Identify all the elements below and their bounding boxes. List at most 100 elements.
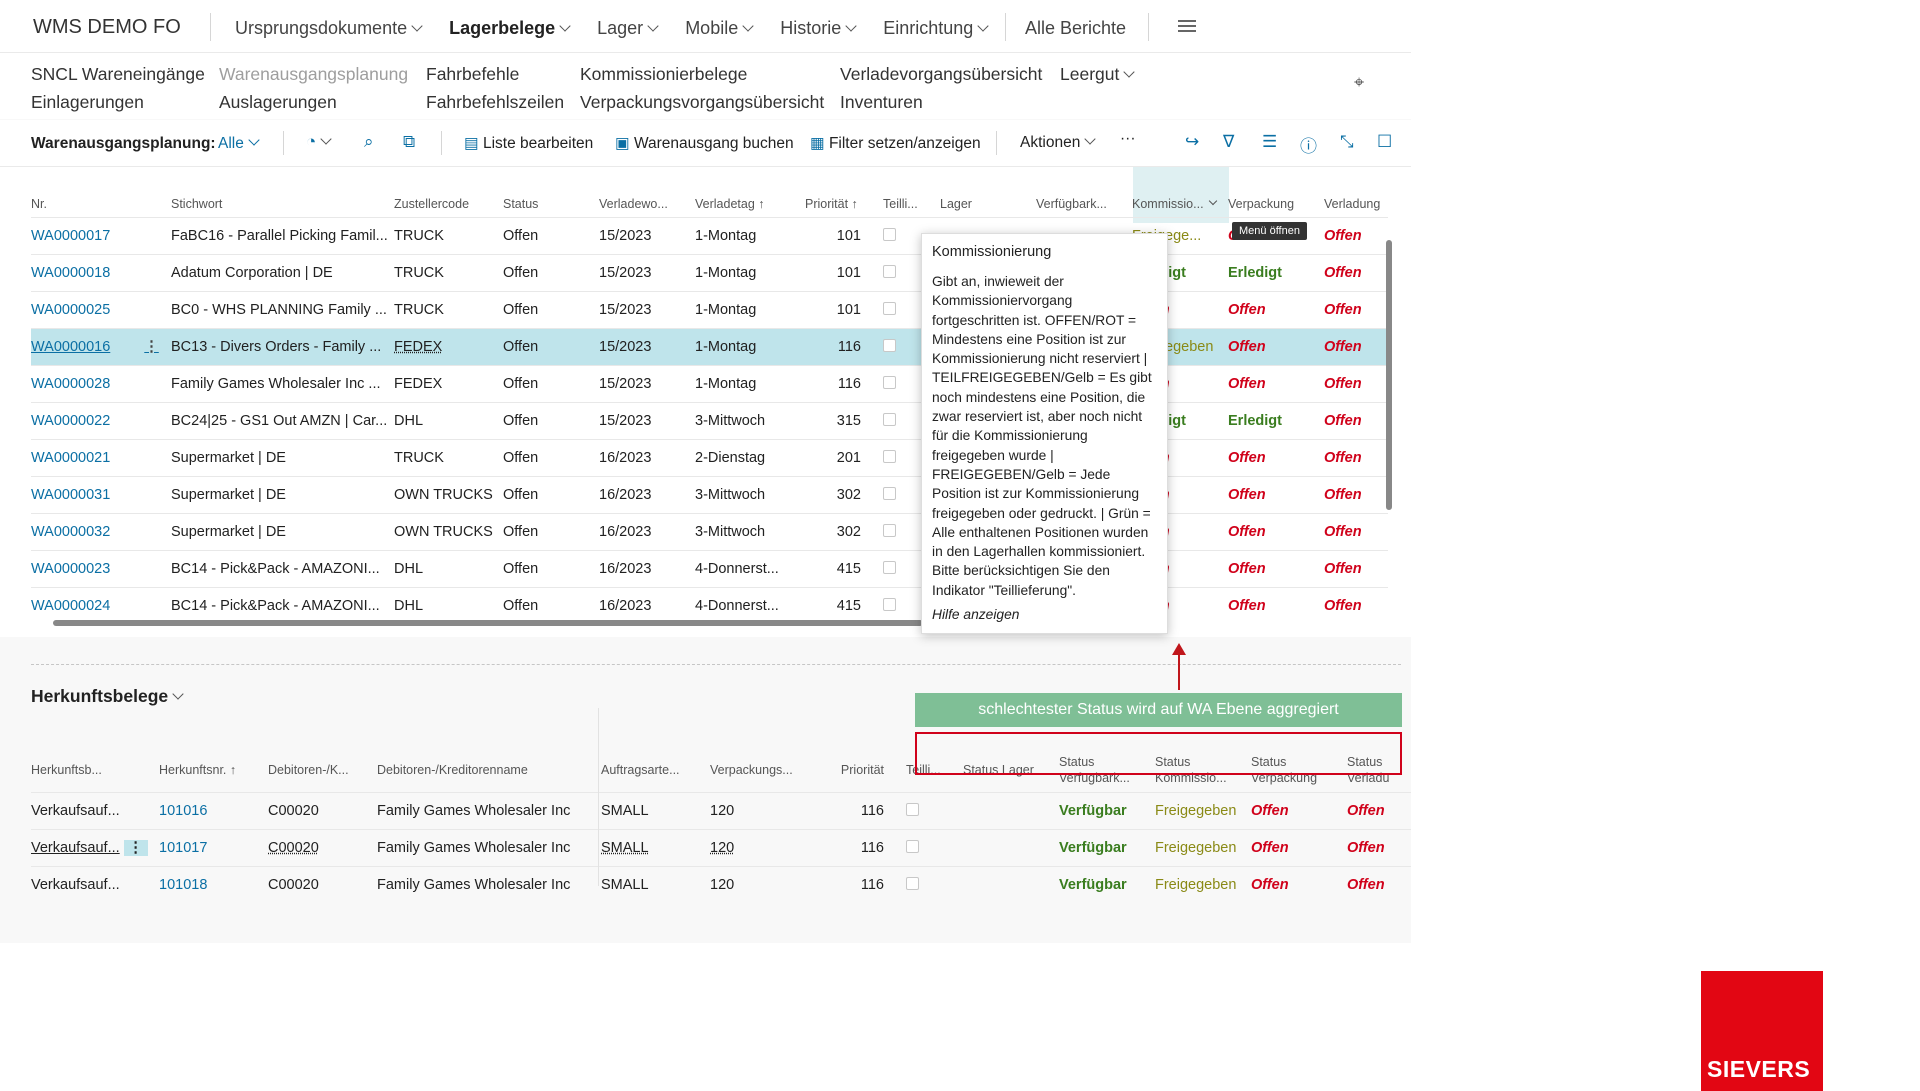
menu-einrichtung[interactable]: Einrichtung	[883, 18, 989, 39]
table-row[interactable]: WA0000025 BC0 - WHS PLANNING Family ... …	[31, 291, 1388, 329]
link-sncl-wareneingaenge[interactable]: SNCL Wareneingänge	[31, 64, 205, 84]
cell-herkunftsnr[interactable]: 101017	[159, 829, 268, 867]
pin-icon[interactable]: ⌖	[1354, 72, 1365, 92]
link-verpackungsvorgangsuebersicht[interactable]: Verpackungsvorgangsübersicht	[580, 92, 825, 112]
checkbox[interactable]	[883, 486, 896, 500]
table-row[interactable]: WA0000031 Supermarket | DE OWN TRUCKS Of…	[31, 476, 1388, 514]
table-row[interactable]: Verkaufsauf... ⋮ 101017 C00020 Family Gam…	[31, 829, 1411, 867]
actions-menu-button[interactable]: Aktionen	[1020, 133, 1096, 152]
table-row[interactable]: WA0000028 Family Games Wholesaler Inc ..…	[31, 365, 1388, 403]
cell-debitor-nr[interactable]: C00020	[268, 829, 377, 867]
source-documents-title[interactable]: Herkunftsbelege	[31, 686, 184, 707]
show-help-link[interactable]: Hilfe anzeigen	[932, 607, 1020, 622]
analysis-mode-icon[interactable]: ◔	[306, 132, 332, 152]
checkbox[interactable]	[906, 802, 919, 816]
link-inventuren[interactable]: Inventuren	[840, 92, 923, 112]
checkbox[interactable]	[883, 523, 896, 537]
info-icon[interactable]: ⓘ	[1300, 137, 1317, 156]
menu-historie[interactable]: Historie	[780, 18, 857, 39]
col-header-teillieferung[interactable]: Teilli...	[883, 197, 918, 211]
col-header-debitor-nr[interactable]: Debitoren-/K...	[268, 763, 349, 777]
cell-nr[interactable]: WA0000021	[31, 439, 171, 477]
row-actions-icon[interactable]: ⋮	[144, 339, 159, 355]
cell-nr[interactable]: WA0000024	[31, 587, 171, 624]
col-header-herkunftsbeleg[interactable]: Herkunftsb...	[31, 763, 102, 777]
cell-teillieferung[interactable]	[906, 829, 963, 867]
table-row[interactable]: WA0000032 Supermarket | DE OWN TRUCKS Of…	[31, 513, 1388, 551]
cell-nr[interactable]: WA0000031	[31, 476, 171, 514]
col-header-nr[interactable]: Nr.	[31, 197, 47, 211]
table-row-selected[interactable]: WA0000016 ⋮ BC13 - Divers Orders - Family…	[31, 328, 1388, 366]
post-shipment-button[interactable]: ▣ Warenausgang buchen	[615, 135, 794, 152]
cell-nr[interactable]: WA0000017	[31, 217, 171, 255]
horizontal-scrollbar[interactable]	[53, 620, 923, 626]
checkbox[interactable]	[883, 338, 896, 352]
cell-teillieferung[interactable]	[906, 792, 963, 830]
col-header-verladung[interactable]: Verladung	[1324, 197, 1381, 211]
col-header-debitorenname[interactable]: Debitoren-/Kreditorenname	[377, 763, 528, 777]
col-header-stichwort[interactable]: Stichwort	[171, 197, 223, 211]
col-header-verpackungsart[interactable]: Verpackungs...	[710, 763, 793, 777]
cell-zustellercode[interactable]: FEDEX	[394, 328, 503, 366]
cell-nr[interactable]: WA0000023	[31, 550, 171, 588]
cell-verpackungsart[interactable]: 120	[710, 829, 806, 867]
checkbox[interactable]	[883, 597, 896, 611]
checkbox[interactable]	[883, 227, 896, 241]
cell-teillieferung[interactable]	[906, 866, 963, 903]
more-options-button[interactable]: ···	[1120, 130, 1136, 147]
link-einlagerungen[interactable]: Einlagerungen	[31, 92, 144, 112]
cell-herkunftsnr[interactable]: 101018	[159, 866, 268, 903]
cell-nr[interactable]: WA0000028	[31, 365, 171, 403]
link-leergut[interactable]: Leergut	[1060, 60, 1136, 88]
col-header-lager[interactable]: Lager	[940, 197, 972, 211]
cell-auftragsart[interactable]: SMALL	[601, 829, 710, 867]
checkbox[interactable]	[883, 449, 896, 463]
cell-nr[interactable]: WA0000016 ⋮	[31, 328, 171, 366]
col-header-verfuegbarkeit[interactable]: Verfügbark...	[1036, 197, 1107, 211]
table-row[interactable]: WA0000017 FaBC16 - Parallel Picking Fami…	[31, 217, 1388, 255]
filter-icon[interactable]: ∇	[1223, 132, 1235, 151]
col-header-prioritaet[interactable]: Priorität	[840, 763, 884, 777]
col-header-zustellercode[interactable]: Zustellercode	[394, 197, 470, 211]
menu-mobile[interactable]: Mobile	[685, 18, 754, 39]
edit-list-button[interactable]: ▤ Liste bearbeiten	[464, 135, 594, 152]
set-filter-button[interactable]: ▦ Filter setzen/anzeigen	[810, 135, 981, 152]
all-reports-link[interactable]: Alle Berichte	[1025, 18, 1127, 38]
col-header-verladewoche[interactable]: Verladewo...	[599, 197, 668, 211]
col-header-status[interactable]: Status	[503, 197, 539, 211]
table-row[interactable]: WA0000023 BC14 - Pick&Pack - AMAZONI... …	[31, 550, 1388, 588]
bookmark-icon[interactable]: ☐	[1377, 132, 1393, 151]
checkbox[interactable]	[883, 412, 896, 426]
table-row[interactable]: WA0000021 Supermarket | DE TRUCK Offen 1…	[31, 439, 1388, 477]
link-kommissionierbelege[interactable]: Kommissionierbelege	[580, 64, 748, 84]
checkbox[interactable]	[883, 264, 896, 278]
collapse-icon[interactable]: ⤡	[1340, 132, 1354, 151]
vertical-scrollbar[interactable]	[1386, 240, 1392, 510]
share-icon[interactable]: ↪	[1185, 132, 1200, 151]
link-auslagerungen[interactable]: Auslagerungen	[219, 92, 337, 112]
checkbox[interactable]	[906, 839, 919, 853]
link-fahrbefehle[interactable]: Fahrbefehle	[426, 64, 520, 84]
row-actions-icon[interactable]: ⋮	[123, 840, 148, 856]
cell-herkunftsnr[interactable]: 101016	[159, 792, 268, 830]
cell-herkunftsbeleg[interactable]: Verkaufsauf...	[31, 792, 159, 830]
col-header-prioritaet[interactable]: Priorität ↑	[805, 197, 858, 211]
link-verladevorgangsuebersicht[interactable]: Verladevorgangsübersicht	[840, 64, 1043, 84]
link-warenausgangsplanung[interactable]: Warenausgangsplanung	[219, 64, 409, 84]
search-icon[interactable]: ⌕	[364, 132, 374, 151]
checkbox[interactable]	[883, 301, 896, 315]
company-name[interactable]: WMS DEMO FO	[33, 16, 181, 38]
checkbox[interactable]	[883, 375, 896, 389]
new-window-icon[interactable]: ⧉	[403, 132, 416, 151]
hamburger-menu-icon[interactable]	[1178, 20, 1196, 35]
table-row[interactable]: WA0000022 BC24|25 - GS1 Out AMZN | Car..…	[31, 402, 1388, 440]
menu-ursprungsdokumente[interactable]: Ursprungsdokumente	[235, 18, 423, 39]
checkbox[interactable]	[906, 876, 919, 890]
checkbox[interactable]	[883, 560, 896, 574]
link-fahrbefehlszeilen[interactable]: Fahrbefehlszeilen	[426, 92, 565, 112]
table-row[interactable]: Verkaufsauf... 101016 C00020 Family Game…	[31, 792, 1411, 830]
cell-nr[interactable]: WA0000022	[31, 402, 171, 440]
col-header-kommissionierung[interactable]: Kommissio...	[1132, 191, 1228, 218]
menu-lager[interactable]: Lager	[597, 18, 659, 39]
cell-herkunftsbeleg[interactable]: Verkaufsauf...	[31, 866, 159, 903]
